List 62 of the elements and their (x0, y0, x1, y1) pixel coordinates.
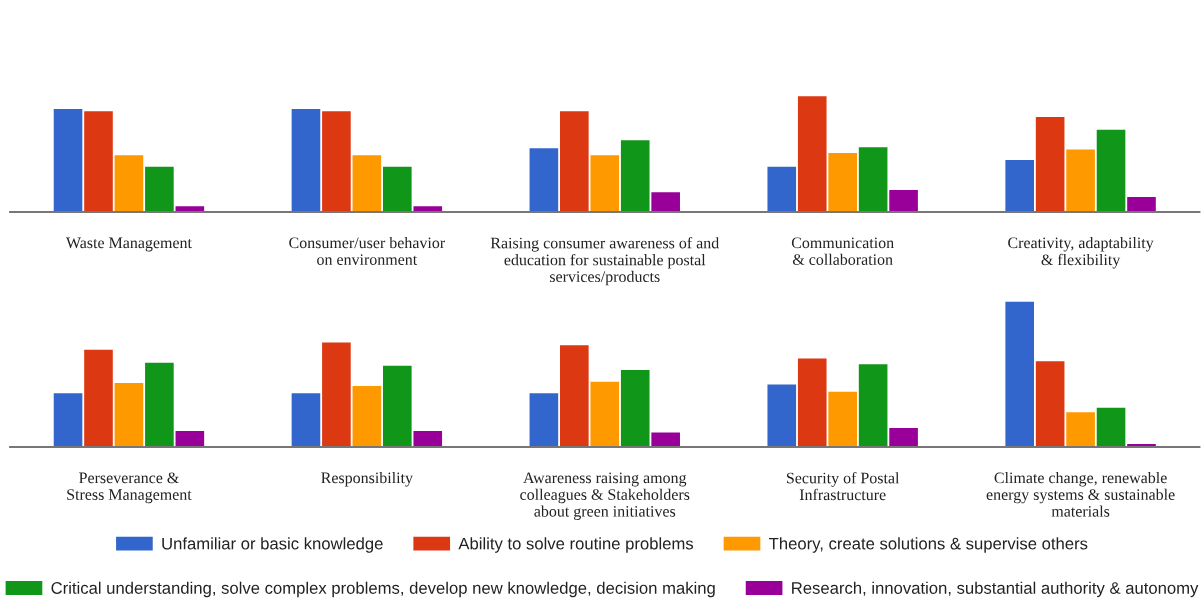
bar (1066, 149, 1095, 212)
bar (590, 155, 620, 212)
bar (889, 428, 918, 447)
bar (889, 189, 918, 212)
bar (767, 166, 797, 212)
legend-label: Ability to solve routine problems (458, 537, 694, 553)
bar (858, 147, 888, 212)
bar (175, 431, 205, 447)
bar (53, 108, 83, 212)
x-tick-label: Communication & collaboration (791, 237, 894, 265)
bar (145, 362, 174, 447)
x-tick-label: Consumer/user behavior on environment (289, 236, 446, 265)
bar (1066, 412, 1095, 447)
bar (560, 345, 589, 447)
bar (84, 111, 113, 212)
bar (291, 108, 321, 212)
bar (1035, 117, 1065, 212)
bar (828, 152, 857, 212)
x-tick-label: Waste Management (65, 237, 192, 252)
x-tick-label: Climate change, renewable energy systems & sustainable materials (986, 472, 1175, 517)
bar (1005, 159, 1034, 212)
bar (529, 148, 559, 212)
bar (590, 381, 620, 447)
bar (145, 166, 174, 212)
bar (651, 432, 680, 447)
bar (291, 393, 321, 447)
bar (767, 384, 797, 447)
bar (322, 111, 351, 212)
bar (529, 393, 559, 447)
bar (1005, 301, 1034, 447)
x-tick-label: Security of Postal Infrastructure (786, 472, 900, 501)
x-tick-label: Creativity, adaptability & flexibility (1008, 236, 1154, 269)
bar (1096, 407, 1126, 447)
bar (797, 96, 827, 212)
bar (114, 383, 144, 447)
legend-label: Research, innovation, substantial authority & autonomy (792, 581, 1199, 598)
bar (53, 393, 83, 447)
x-tick-label: Responsibility (321, 472, 413, 487)
bar (858, 364, 888, 447)
bar (620, 140, 650, 212)
bar (560, 111, 589, 212)
bar (352, 155, 382, 212)
bar (84, 349, 113, 447)
bar (1127, 196, 1156, 212)
bar (1035, 361, 1065, 447)
bar (651, 192, 680, 212)
legend-label: Unfamiliar or basic knowledge (162, 537, 383, 553)
bar (352, 386, 382, 447)
x-tick-label: Raising consumer awareness of and education for sustainable postal services/products (490, 236, 719, 286)
bar (1096, 129, 1126, 212)
bar (413, 431, 443, 447)
bar (797, 358, 827, 447)
x-tick-label: Awareness raising among colleagues & Stakeholders about green initiatives (520, 472, 690, 520)
bar (828, 391, 857, 447)
legend-label: Critical understanding, solve complex problems, develop new knowledge, decision making (51, 581, 715, 598)
bar (383, 166, 412, 212)
bar (322, 342, 351, 447)
x-tick-label: Perseverance & Stress Management (67, 472, 192, 504)
bar (383, 365, 412, 447)
bar (114, 155, 144, 212)
bar (620, 370, 650, 447)
legend-label: Theory, create solutions & supervise others (769, 537, 1088, 553)
